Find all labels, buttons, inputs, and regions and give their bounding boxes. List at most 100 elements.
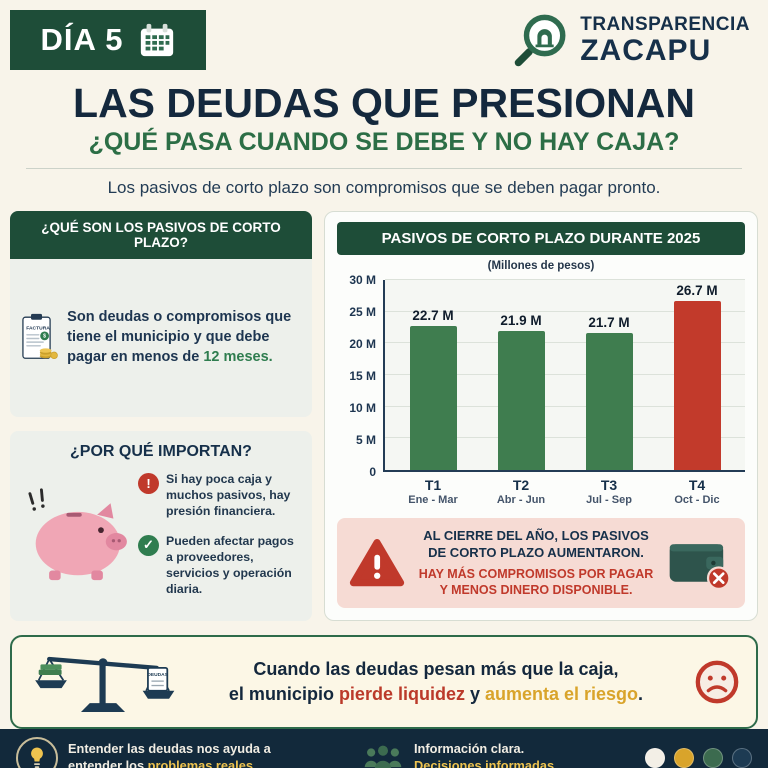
x-tick-label: T4 (688, 477, 706, 494)
x-tick: T1 Ene - Mar (391, 477, 475, 506)
magnifier-logo-icon (514, 14, 566, 67)
warning-triangle-icon (349, 538, 405, 586)
bar-column: 21.7 M (567, 280, 651, 471)
x-tick-sublabel: Ene - Mar (408, 494, 458, 507)
importance-box-content: ! Si hay poca caja y muchos pasivos, hay… (20, 471, 302, 598)
bar-column: 21.9 M (479, 280, 563, 471)
conclusion-line-1: Cuando las deudas pesan más que la caja, (253, 658, 619, 679)
x-tick-sublabel: Abr - Jun (496, 494, 546, 507)
x-tick: T2 Abr - Jun (479, 477, 563, 506)
title-block: LAS DEUDAS QUE PRESIONAN ¿QUÉ PASA CUAND… (0, 70, 768, 198)
bar-value-label: 21.9 M (500, 313, 542, 329)
calendar-icon (140, 23, 173, 57)
invoice-clipboard-icon: FACTURA $ (22, 313, 58, 360)
gridline (385, 374, 745, 376)
main-content: ¿QUÉ SON LOS PASIVOS DE CORTO PLAZO? FAC… (0, 198, 768, 622)
definition-box-header: ¿QUÉ SON LOS PASIVOS DE CORTO PLAZO? (10, 211, 312, 260)
importance-point-text: Pueden afectar pagos a proveedores, serv… (166, 533, 294, 597)
wallet-blocked-icon (669, 544, 731, 591)
bar-T2 (497, 331, 545, 471)
gridline (385, 437, 745, 439)
alert-line-2: HAY MÁS COMPROMISOS POR PAGAR Y MENOS DI… (418, 566, 654, 598)
gridline (385, 279, 745, 281)
brand-name-bottom: ZACAPU (580, 34, 712, 67)
bar-T4 (673, 300, 721, 471)
x-tick-label: T2 (512, 477, 530, 494)
footer-dot (674, 748, 694, 768)
brand-text: TRANSPARENCIA ZACAPU (580, 14, 750, 66)
bar-column: 22.7 M (391, 280, 475, 471)
definition-box-content: FACTURA $ (10, 259, 312, 417)
left-column: ¿QUÉ SON LOS PASIVOS DE CORTO PLAZO? FAC… (10, 211, 312, 622)
conclusion-text: Cuando las deudas pesan más que la caja,… (190, 657, 682, 708)
importance-point: ✓ Pueden afectar pagos a proveedores, se… (138, 533, 302, 598)
alert-box: AL CIERRE DEL AÑO, LOS PASIVOS DE CORTO … (337, 518, 745, 609)
conclusion-highlight-riesgo: aumenta el riesgo (484, 684, 639, 705)
bar-column: 26.7 M (655, 280, 739, 471)
page-title: LAS DEUDAS QUE PRESIONAN (73, 80, 695, 126)
day-label: DÍA 5 (40, 22, 124, 57)
bar-value-label: 26.7 M (676, 282, 718, 298)
x-tick-label: T1 (424, 477, 442, 494)
importance-points: ! Si hay poca caja y muchos pasivos, hay… (138, 471, 302, 598)
importance-point: ! Si hay poca caja y muchos pasivos, hay… (138, 471, 302, 520)
x-tick: T3 Jul - Sep (567, 477, 651, 506)
conclusion-line-2-end: . (638, 684, 644, 705)
footer-dot (732, 748, 752, 768)
gridline (385, 342, 745, 344)
gridline (385, 310, 745, 312)
conclusion-line-2-pre: el municipio (228, 684, 339, 705)
footer-dot (645, 748, 665, 768)
footer-center: Información clara. Decisiones informadas… (362, 741, 558, 768)
x-tick: T4 Oct - Dic (655, 477, 739, 506)
header: DÍA 5 TRANSPARENCIA (0, 0, 768, 70)
gridline (385, 405, 745, 407)
check-circle-icon: ✓ (138, 534, 159, 556)
footer-center-text: Información clara. Decisiones informadas… (414, 741, 558, 768)
definition-text-body: Son deudas o compromisos que tiene el mu… (67, 309, 292, 366)
alert-text: AL CIERRE DEL AÑO, LOS PASIVOS DE CORTO … (417, 528, 655, 598)
footer-dots (645, 748, 752, 768)
tagline: Los pasivos de corto plazo son compromis… (26, 168, 742, 198)
factura-label: FACTURA (26, 326, 50, 332)
deudas-doc-label: DEUDAS (147, 672, 168, 678)
bar-T3 (585, 332, 633, 471)
importance-point-text: Si hay poca caja y muchos pasivos, hay p… (166, 472, 291, 519)
footer-left-text: Entender las deudas nos ayuda a entender… (68, 741, 286, 768)
footer-left: Entender las deudas nos ayuda a entender… (16, 737, 286, 768)
footer-left-body: Entender las deudas nos ayuda a entender… (68, 741, 271, 768)
brand-name-top: TRANSPARENCIA (580, 14, 750, 35)
balance-scale-icon: DEUDAS (35, 657, 175, 713)
chart-title: PASIVOS DE CORTO PLAZO DURANTE 2025 (337, 222, 745, 256)
bar-T1 (409, 326, 457, 471)
people-icon (364, 746, 402, 768)
footer-center-line-1: Información clara. (414, 741, 525, 757)
bar-value-label: 22.7 M (412, 308, 454, 324)
day-badge: DÍA 5 (10, 10, 206, 70)
footer-dot (703, 748, 723, 768)
chart-subtitle: (Millones de pesos) (487, 260, 595, 273)
definition-box: ¿QUÉ SON LOS PASIVOS DE CORTO PLAZO? FAC… (10, 211, 312, 418)
alert-line-1: AL CIERRE DEL AÑO, LOS PASIVOS DE CORTO … (423, 528, 649, 560)
conclusion-highlight-liquidez: pierde liquidez (338, 684, 465, 705)
right-column: PASIVOS DE CORTO PLAZO DURANTE 2025 (Mil… (324, 211, 758, 622)
definition-text: Son deudas o compromisos que tiene el mu… (67, 307, 302, 367)
conclusion-banner: DEUDAS Cuando las deudas pesan más que l… (10, 635, 758, 730)
chart-card: PASIVOS DE CORTO PLAZO DURANTE 2025 (Mil… (324, 211, 758, 622)
lightbulb-icon (31, 747, 43, 768)
conclusion-line-2-mid: y (464, 684, 485, 705)
coins-icon (39, 348, 58, 360)
exclamation-circle-icon: ! (138, 473, 159, 495)
footer-left-highlight: problemas reales. (147, 758, 257, 768)
x-tick-sublabel: Oct - Dic (674, 494, 720, 507)
currency-symbol: $ (43, 334, 46, 340)
sad-face-icon (695, 661, 739, 704)
x-tick-sublabel: Jul - Sep (586, 494, 632, 507)
chart-x-axis: T1 Ene - Mar T2 Abr - Jun T3 Jul - Sep T4 Oct -… (385, 472, 745, 506)
footer: Entender las deudas nos ayuda a entender… (0, 729, 768, 768)
piggy-bank-icon (28, 488, 127, 581)
x-tick-label: T3 (600, 477, 618, 494)
